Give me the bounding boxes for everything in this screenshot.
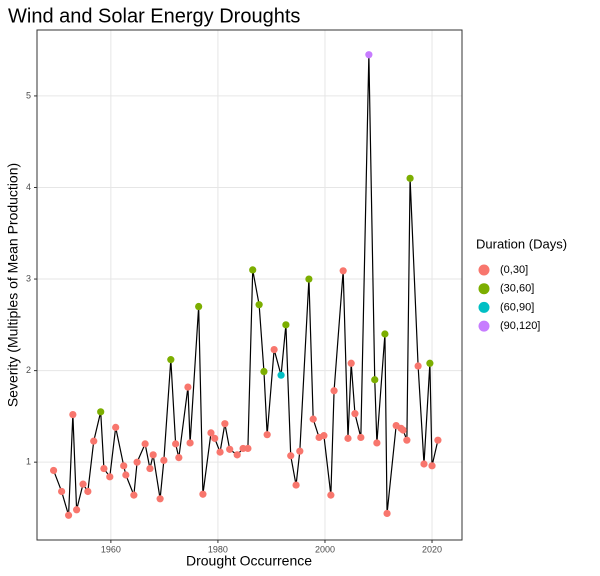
point [339, 267, 347, 275]
point [373, 439, 381, 447]
point [49, 466, 58, 475]
point [221, 420, 229, 428]
point [122, 471, 130, 479]
point [414, 362, 422, 370]
point [73, 506, 81, 514]
point [195, 302, 203, 311]
point [434, 436, 442, 444]
point [403, 436, 411, 444]
legend-label: (30,60] [500, 283, 534, 295]
point [69, 410, 77, 419]
plot-border [36, 29, 463, 541]
point [216, 448, 224, 456]
legend-label: (90,120] [500, 320, 540, 332]
point [184, 383, 192, 391]
y-tick-label: 2 [26, 365, 31, 375]
point [64, 511, 73, 519]
point [146, 464, 154, 473]
point [327, 491, 335, 499]
point [305, 275, 313, 283]
legend-title: Duration (Days) [476, 236, 567, 251]
point [426, 359, 434, 367]
y-tick-label: 5 [26, 90, 31, 100]
point [58, 487, 66, 496]
plot-panel [37, 30, 462, 540]
point [207, 429, 215, 437]
point [141, 440, 149, 448]
point [186, 439, 194, 447]
legend-label: (0,30] [500, 264, 528, 276]
point [226, 445, 234, 453]
point [365, 51, 373, 59]
point [428, 462, 436, 470]
point [399, 426, 407, 434]
point [287, 452, 295, 460]
point [106, 473, 114, 481]
point [296, 447, 304, 455]
point [199, 490, 207, 498]
point [344, 434, 352, 442]
point [260, 367, 268, 376]
point [357, 433, 365, 442]
point [282, 321, 290, 329]
point [330, 387, 338, 395]
point [383, 509, 391, 518]
x-axis-label: Drought Occurrence [186, 553, 312, 569]
point [381, 330, 389, 338]
y-axis-label: Severity (Multiples of Mean Production) [5, 163, 21, 407]
point [100, 464, 108, 473]
point [156, 495, 164, 503]
legend-label: (60,90] [500, 301, 534, 313]
chart-title: Wind and Solar Energy Droughts [8, 5, 300, 27]
legend-swatch [478, 283, 490, 295]
point [130, 491, 138, 499]
x-tick-label: 2000 [315, 544, 335, 554]
point [175, 453, 183, 462]
point [211, 434, 219, 442]
point [84, 487, 92, 496]
x-tick-label: 1960 [101, 544, 121, 554]
y-tick-label: 1 [26, 457, 31, 467]
x-tick-label: 2020 [422, 544, 442, 554]
point [270, 345, 278, 354]
point [167, 356, 175, 364]
legend-swatch [478, 264, 490, 276]
point [309, 415, 317, 423]
x-tick-label: 1980 [208, 544, 228, 554]
point [149, 451, 157, 459]
legend-swatch [478, 301, 490, 313]
point [112, 423, 120, 431]
point [233, 451, 241, 459]
point [120, 462, 128, 470]
y-tick-label: 3 [26, 273, 31, 283]
point [133, 458, 141, 466]
y-tick-label: 4 [26, 182, 31, 192]
point [351, 410, 359, 418]
point [249, 266, 257, 274]
point [277, 371, 285, 379]
point [244, 444, 252, 453]
point [172, 440, 180, 448]
point [90, 437, 98, 445]
legend-swatch [478, 320, 490, 332]
point [406, 174, 414, 182]
point [320, 432, 328, 440]
point [347, 359, 355, 367]
point [263, 431, 271, 439]
point [292, 481, 300, 489]
point [79, 480, 87, 488]
point [97, 408, 105, 416]
point [160, 456, 168, 464]
point [371, 376, 379, 384]
point [420, 460, 428, 468]
point [255, 301, 263, 309]
line [53, 54, 439, 516]
